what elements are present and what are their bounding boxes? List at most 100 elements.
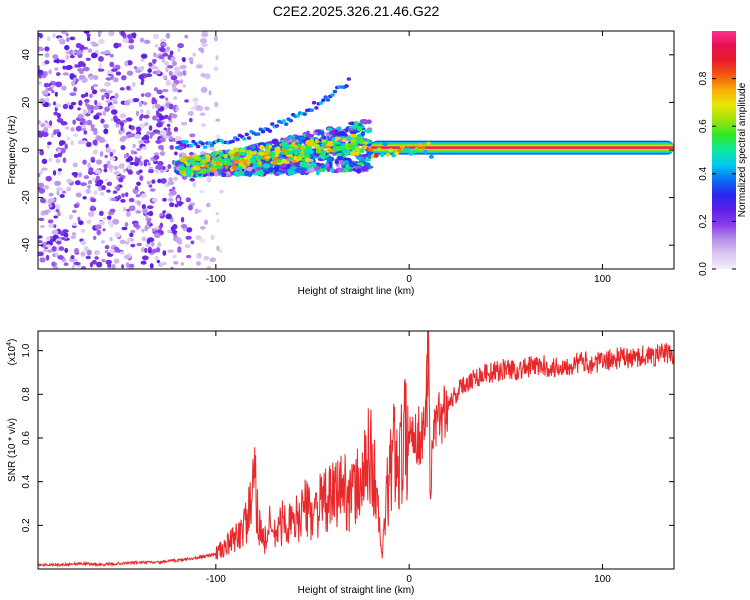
spectrogram-cell <box>52 101 57 106</box>
spectrogram-cell <box>100 240 105 244</box>
snr-series-line <box>38 331 674 568</box>
spectrogram-cell <box>66 186 72 192</box>
spectrogram-cell <box>106 189 111 193</box>
spectrogram-cell <box>132 97 140 103</box>
spectrogram-cell <box>120 125 124 131</box>
spectrogram-cell <box>162 53 169 57</box>
spectrogram-cell <box>63 232 69 238</box>
spectrogram-cell <box>136 242 143 247</box>
spectrogram-cell <box>335 167 345 172</box>
spectrogram-cell <box>62 103 69 110</box>
spectrogram-cell <box>146 180 151 185</box>
spectrogram-cell <box>167 181 175 186</box>
spectrogram-cell <box>169 145 174 150</box>
spectrogram-tone-band <box>370 146 674 149</box>
spectrogram-cell <box>113 42 120 49</box>
spectrogram-cell <box>80 93 86 98</box>
spectrogram-cell <box>141 236 147 242</box>
spectrogram-cell <box>173 126 179 132</box>
spectrogram-cell <box>66 178 73 184</box>
spectrogram-cell <box>85 255 91 260</box>
spectrogram-cell <box>328 148 335 153</box>
spectrogram-cell <box>128 205 136 212</box>
spectrogram-cell <box>47 203 53 208</box>
spectrogram-cell <box>188 151 194 156</box>
spectrogram-cell <box>165 79 172 86</box>
spectrogram-cell <box>100 118 105 124</box>
spectrogram-cell <box>111 68 118 72</box>
spectrogram-x-label: Height of straight line (km) <box>298 286 415 297</box>
spectrogram-cell <box>341 138 347 142</box>
spectrogram-cell <box>48 69 52 75</box>
spectrogram-cell <box>136 181 141 186</box>
spectrogram-cell <box>312 143 320 148</box>
spectrogram-cell <box>71 264 76 269</box>
spectrogram-cell <box>275 150 281 155</box>
spectrogram-cell <box>112 218 120 225</box>
spectrogram-cell <box>189 117 193 123</box>
spectrogram-cell <box>288 118 294 123</box>
spectrogram-cell <box>125 211 131 217</box>
spectrogram-cell <box>246 136 252 140</box>
spectrogram-cell <box>48 158 52 162</box>
spectrogram-cell <box>54 180 62 187</box>
spectrogram-cell <box>90 124 95 129</box>
spectrogram-cell <box>109 151 114 157</box>
spectrogram-cell <box>182 84 187 88</box>
spectrogram-cell <box>149 263 154 269</box>
spectrogram-cell <box>152 115 158 121</box>
spectrogram-cell <box>360 166 369 172</box>
spectrogram-cell <box>164 114 169 119</box>
spectrogram-cell <box>174 203 179 208</box>
spectrogram-cell <box>115 71 122 76</box>
spectrogram-cell <box>414 146 420 151</box>
spectrogram-cell <box>51 90 55 94</box>
spectrogram-cell <box>336 126 342 131</box>
spectrogram-cell <box>83 31 91 35</box>
colorbar-tick-label: 0.6 <box>698 119 709 133</box>
spectrogram-cell <box>75 192 82 198</box>
spectrogram-cell <box>182 227 187 232</box>
spectrogram-cell <box>92 177 96 181</box>
spectrogram-cell <box>140 66 145 70</box>
spectrogram-cell <box>141 228 145 233</box>
spectrogram-cell <box>61 85 67 91</box>
snr-panel: -100 0 100 0.2 0.4 0.6 0.8 1.0 Height of strai… <box>6 330 675 596</box>
spectrogram-cell <box>204 164 210 168</box>
spectrogram-y-tick-label: 20 <box>21 96 32 108</box>
spectrogram-cell <box>147 68 152 73</box>
spectrogram-cell <box>105 178 109 182</box>
spectrogram-cell <box>420 145 426 150</box>
spectrogram-cell <box>162 74 167 80</box>
spectrogram-cell <box>55 204 61 210</box>
spectrogram-cell <box>73 133 79 137</box>
colorbar-gradient <box>712 31 736 269</box>
spectrogram-cell <box>49 120 53 126</box>
spectrogram-cell <box>102 216 107 221</box>
spectrogram-cell <box>43 249 48 253</box>
spectrogram-cell <box>141 93 145 97</box>
spectrogram-cell <box>219 249 223 253</box>
spectrogram-cell <box>103 163 109 169</box>
spectrogram-cell <box>209 146 216 151</box>
spectrogram-cell <box>428 154 434 159</box>
spectrogram-cell <box>281 141 288 147</box>
spectrogram-cell <box>143 159 150 163</box>
spectrogram-cell <box>356 125 363 132</box>
spectrogram-cell <box>184 34 189 39</box>
spectrogram-cell <box>156 122 163 128</box>
spectrogram-cell <box>238 152 245 156</box>
spectrogram-cell <box>56 240 62 245</box>
spectrogram-cell <box>210 152 216 157</box>
spectrogram-x-tick-label: 100 <box>594 274 611 285</box>
spectrogram-x-ticks: -100 0 100 <box>206 31 611 285</box>
spectrogram-cell <box>298 139 303 145</box>
spectrogram-cell <box>93 190 98 195</box>
spectrogram-cell <box>295 114 301 118</box>
spectrogram-cell <box>123 168 127 173</box>
spectrogram-cell <box>211 169 217 173</box>
spectrogram-cell <box>81 118 86 124</box>
spectrogram-cell <box>54 252 59 258</box>
spectrogram-cell <box>95 159 103 165</box>
spectrogram-cell <box>196 261 201 266</box>
